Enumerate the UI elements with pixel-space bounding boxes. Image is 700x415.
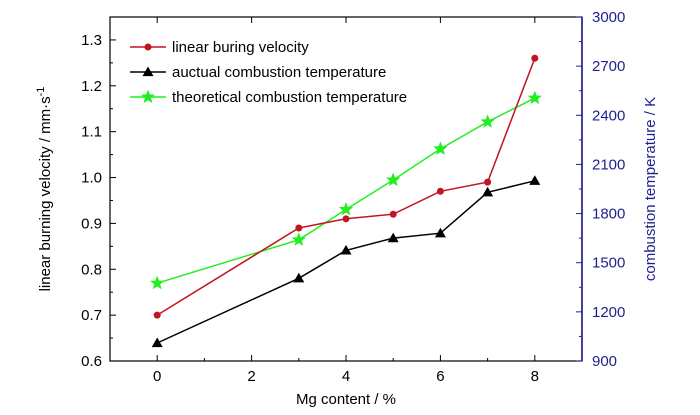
right-axis-title: combustion temperature / K — [642, 97, 659, 281]
data-point — [151, 337, 163, 348]
left-tick-label: 0.8 — [81, 261, 102, 278]
legend-label: theoretical combustion temperature — [172, 89, 407, 106]
right-tick-label: 1800 — [592, 206, 625, 223]
right-tick-label: 3000 — [592, 9, 625, 26]
x-axis-title: Mg content / % — [296, 391, 396, 408]
left-axis-title: linear burning velocity / mm·s-1 — [35, 87, 54, 292]
right-tick-label: 900 — [592, 353, 617, 370]
x-tick-label: 0 — [153, 368, 161, 385]
right-tick-label: 2700 — [592, 58, 625, 75]
data-point — [342, 215, 350, 223]
left-axis-ticks: 0.6 0.7 0.8 0.9 1.0 1.1 1.2 1.3 — [81, 32, 116, 370]
data-point — [527, 90, 542, 105]
left-tick-label: 1.3 — [81, 32, 102, 49]
series-layer — [150, 54, 542, 348]
data-point — [389, 210, 397, 218]
legend: linear buring velocity auctual combustion… — [130, 39, 407, 106]
legend-item: auctual combustion temperature — [130, 64, 386, 81]
legend-item: theoretical combustion temperature — [130, 89, 407, 106]
left-axis-title-text: linear burning velocity / mm·s — [37, 96, 54, 291]
x-tick-label: 8 — [531, 368, 539, 385]
data-point — [150, 275, 165, 290]
left-tick-label: 1.1 — [81, 124, 102, 141]
data-point — [387, 232, 399, 243]
data-point — [291, 232, 306, 246]
left-tick-label: 0.9 — [81, 215, 102, 232]
data-point — [529, 175, 541, 185]
right-axis-ticks: 900 1200 1500 1800 2100 2400 2700 3000 — [576, 9, 625, 370]
right-tick-label: 1500 — [592, 255, 625, 272]
legend-marker — [144, 43, 152, 51]
left-tick-label: 0.7 — [81, 307, 102, 324]
right-tick-label: 2400 — [592, 107, 625, 124]
left-tick-label: 1.2 — [81, 78, 102, 95]
x-tick-label: 6 — [436, 368, 444, 385]
legend-label: auctual combustion temperature — [172, 64, 386, 81]
left-axis-title-superscript: -1 — [35, 87, 47, 97]
right-tick-label: 2100 — [592, 156, 625, 173]
data-point — [484, 178, 492, 186]
legend-label: linear buring velocity — [172, 39, 309, 56]
series-0 — [153, 54, 539, 319]
data-point — [433, 141, 448, 155]
right-tick-label: 1200 — [592, 304, 625, 321]
data-point — [340, 244, 352, 255]
data-point — [531, 54, 539, 62]
data-point — [386, 172, 401, 187]
x-axis-ticks: 0 2 4 6 8 — [153, 17, 539, 385]
left-tick-label: 1.0 — [81, 170, 102, 187]
data-point — [482, 186, 494, 197]
legend-item: linear buring velocity — [130, 39, 309, 56]
left-tick-label: 0.6 — [81, 353, 102, 370]
series-1 — [151, 175, 541, 348]
data-point — [293, 272, 305, 283]
legend-marker — [140, 89, 156, 104]
x-tick-label: 2 — [247, 368, 255, 385]
legend-marker — [142, 66, 154, 77]
series-line — [156, 97, 536, 284]
data-point — [434, 227, 446, 238]
x-tick-label: 4 — [342, 368, 350, 385]
data-point — [153, 311, 161, 319]
data-point — [338, 201, 354, 216]
data-point — [295, 224, 303, 232]
data-point — [436, 187, 444, 195]
series-2 — [150, 90, 542, 290]
data-point — [480, 114, 495, 128]
